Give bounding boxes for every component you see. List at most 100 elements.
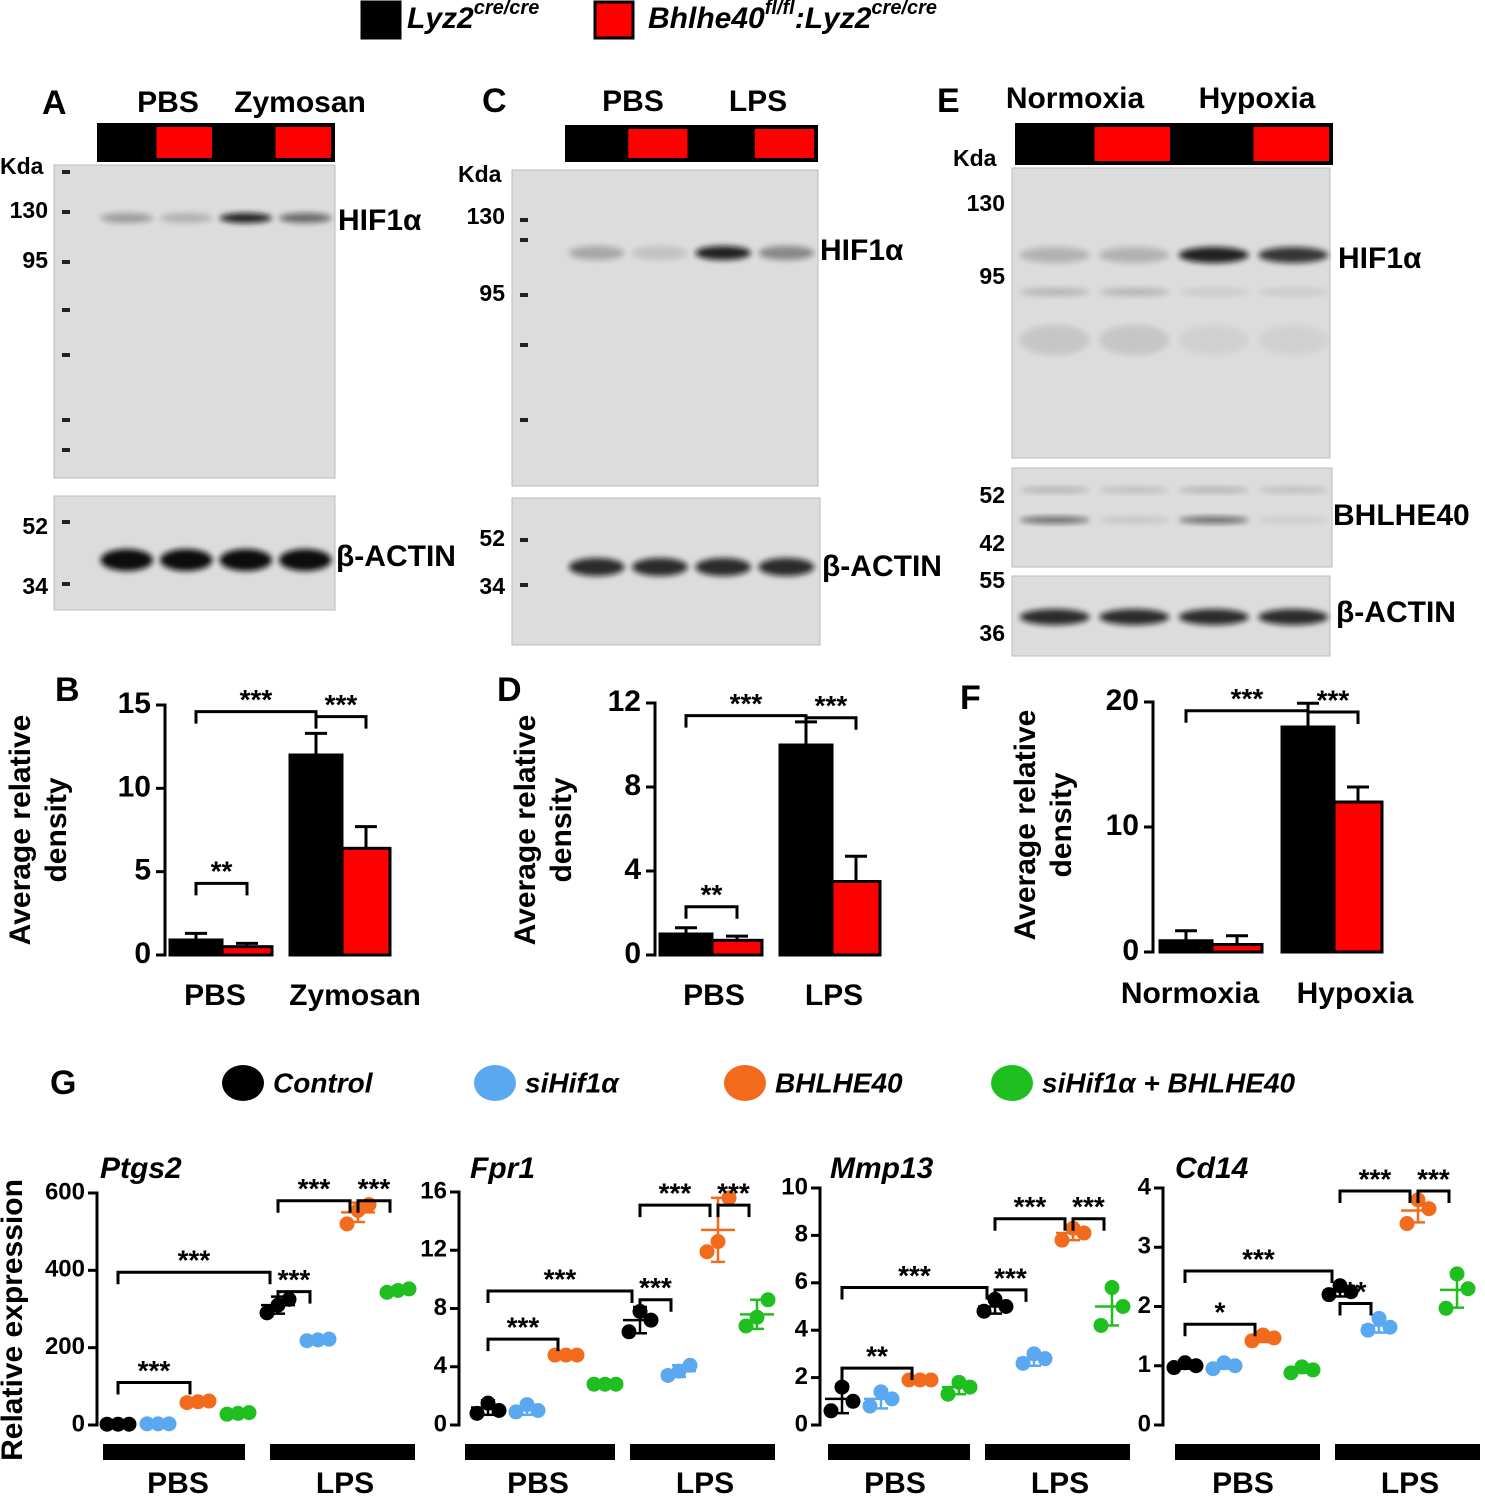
band [279, 213, 332, 223]
x-tick-label: Zymosan [289, 979, 421, 1012]
legend-swatch [593, 0, 635, 40]
legend-text-part: fl/fl [765, 0, 795, 19]
membrane [1011, 167, 1331, 459]
ladder-mark [520, 218, 528, 222]
data-point [682, 1357, 698, 1373]
ladder-mark [62, 170, 70, 174]
band [1258, 247, 1329, 263]
data-point [530, 1402, 546, 1418]
marker-label: 52 [22, 513, 48, 539]
y-axis-label: Average relative [509, 715, 542, 946]
significance-label: ** [1345, 1276, 1367, 1307]
band [1258, 609, 1329, 625]
significance-label: * [1215, 1297, 1226, 1328]
marker-label: 130 [10, 197, 48, 223]
significance-bracket [840, 1286, 989, 1300]
bar [220, 945, 274, 957]
data-point [1399, 1216, 1415, 1232]
y-tick-label: 3 [1138, 1233, 1151, 1260]
band [758, 558, 815, 576]
ladder-mark [520, 293, 528, 297]
significance-bracket [116, 1270, 272, 1285]
y-tick-label: 8 [624, 769, 641, 802]
ladder-mark [62, 353, 70, 357]
significance-bracket [116, 1380, 192, 1395]
membrane [511, 169, 819, 487]
significance-bracket [1338, 1302, 1373, 1316]
ladder-mark [520, 418, 528, 422]
panel-letter: C [482, 82, 507, 120]
significance-label: *** [659, 1177, 692, 1208]
y-tick-label: 10 [118, 770, 151, 803]
significance-bracket [993, 1288, 1028, 1302]
condition-label: Zymosan [234, 86, 366, 119]
y-tick-label: 4 [795, 1316, 809, 1343]
condition-label: LPS [729, 85, 787, 118]
bar [778, 743, 834, 957]
ladder-mark [62, 582, 70, 586]
significance-bracket [356, 1199, 392, 1213]
significance-bracket [638, 1298, 673, 1312]
significance-label: *** [994, 1262, 1027, 1293]
band [100, 213, 153, 223]
significance-bracket [1416, 1189, 1451, 1203]
significance-label: *** [717, 1177, 750, 1208]
y-axis-label: Average relative [4, 715, 37, 946]
x-tick-label: PBS [864, 1467, 926, 1500]
significance-label: *** [1072, 1191, 1105, 1222]
significance-bracket [1071, 1217, 1106, 1231]
group-bar [828, 1444, 970, 1460]
significance-bracket [1183, 1269, 1334, 1283]
bar [168, 938, 224, 957]
significance-label: *** [1359, 1163, 1392, 1194]
significance-bracket [993, 1217, 1067, 1231]
data-point [845, 1393, 861, 1409]
legend-marker [991, 1065, 1033, 1101]
panel-letter: G [50, 1064, 76, 1102]
lane-genotype [1094, 127, 1170, 161]
significance-label: *** [639, 1272, 672, 1303]
y-tick-label: 400 [45, 1256, 85, 1283]
band-label: HIF1α [820, 234, 904, 267]
panel-letter: A [42, 84, 67, 122]
data-point [721, 1190, 737, 1206]
x-tick-label: Hypoxia [1297, 977, 1414, 1010]
band [219, 549, 272, 571]
chart-title: Fpr1 [470, 1152, 535, 1185]
significance-bracket [276, 1290, 312, 1304]
marker-label: 34 [22, 573, 48, 599]
x-tick-label: PBS [683, 979, 745, 1012]
band [160, 213, 213, 223]
y-tick-label: 0 [72, 1410, 85, 1437]
y-tick-label: 0 [1138, 1410, 1151, 1437]
ladder-mark [62, 210, 70, 214]
y-tick-label: 8 [434, 1294, 447, 1321]
significance-label: ** [701, 879, 723, 910]
x-tick-label: PBS [147, 1467, 209, 1500]
band [219, 213, 272, 223]
lane-genotype [275, 127, 331, 158]
significance-label: *** [240, 684, 273, 715]
band [1099, 487, 1170, 493]
membrane [53, 164, 336, 479]
ladder-mark [520, 538, 528, 542]
band [695, 246, 751, 260]
band [1258, 288, 1329, 296]
band [1258, 516, 1329, 524]
significance-label: *** [1231, 683, 1264, 714]
significance-bracket [194, 881, 249, 896]
band [1178, 609, 1249, 625]
significance-bracket [684, 905, 739, 919]
significance-label: ** [211, 856, 233, 887]
band [1178, 325, 1249, 355]
y-tick-label: 0 [434, 1410, 447, 1437]
y-tick-label: 200 [45, 1333, 85, 1360]
kda-label: Kda [953, 145, 997, 171]
band-label: HIF1α [1338, 242, 1422, 275]
ladder-mark [520, 583, 528, 587]
significance-label: *** [1242, 1243, 1275, 1274]
y-axis-label: density [40, 777, 73, 882]
legend-text-part: cre/cre [474, 0, 540, 19]
band [1258, 325, 1329, 355]
bar [1332, 800, 1384, 954]
